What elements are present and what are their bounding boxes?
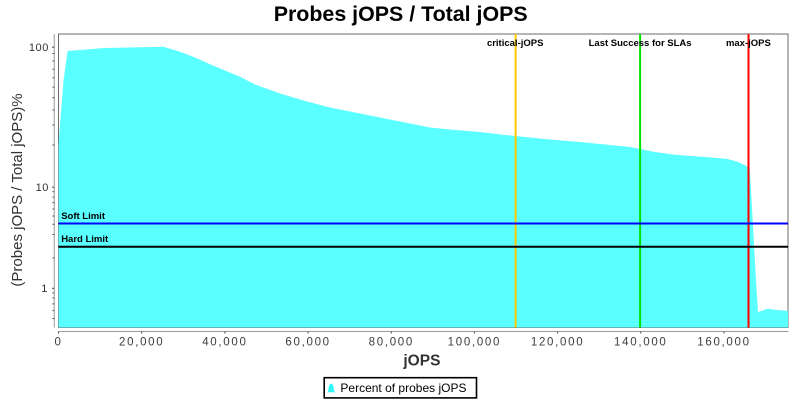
svg-text:0: 0 [54,336,62,348]
svg-text:100,000: 100,000 [448,336,501,348]
svg-text:Hard Limit: Hard Limit [61,234,109,245]
svg-text:Percent of probes jOPS: Percent of probes jOPS [340,381,466,395]
svg-text:(Probes jOPS / Total jOPS)%: (Probes jOPS / Total jOPS)% [9,93,26,286]
svg-text:1: 1 [41,283,48,295]
svg-text:160,000: 160,000 [697,336,750,348]
svg-text:80,000: 80,000 [369,336,414,348]
svg-text:60,000: 60,000 [285,336,330,348]
svg-text:120,000: 120,000 [531,336,584,348]
svg-text:40,000: 40,000 [202,336,247,348]
svg-text:Last Success for SLAs: Last Success for SLAs [589,38,692,49]
svg-text:20,000: 20,000 [119,336,164,348]
svg-text:critical-jOPS: critical-jOPS [487,38,544,49]
svg-text:max-jOPS: max-jOPS [726,38,771,49]
svg-text:140,000: 140,000 [614,336,667,348]
svg-text:jOPS: jOPS [402,353,440,370]
svg-text:Probes jOPS / Total jOPS: Probes jOPS / Total jOPS [274,2,528,26]
svg-text:100: 100 [29,42,49,54]
svg-text:10: 10 [36,182,49,194]
svg-text:Soft Limit: Soft Limit [61,211,106,222]
